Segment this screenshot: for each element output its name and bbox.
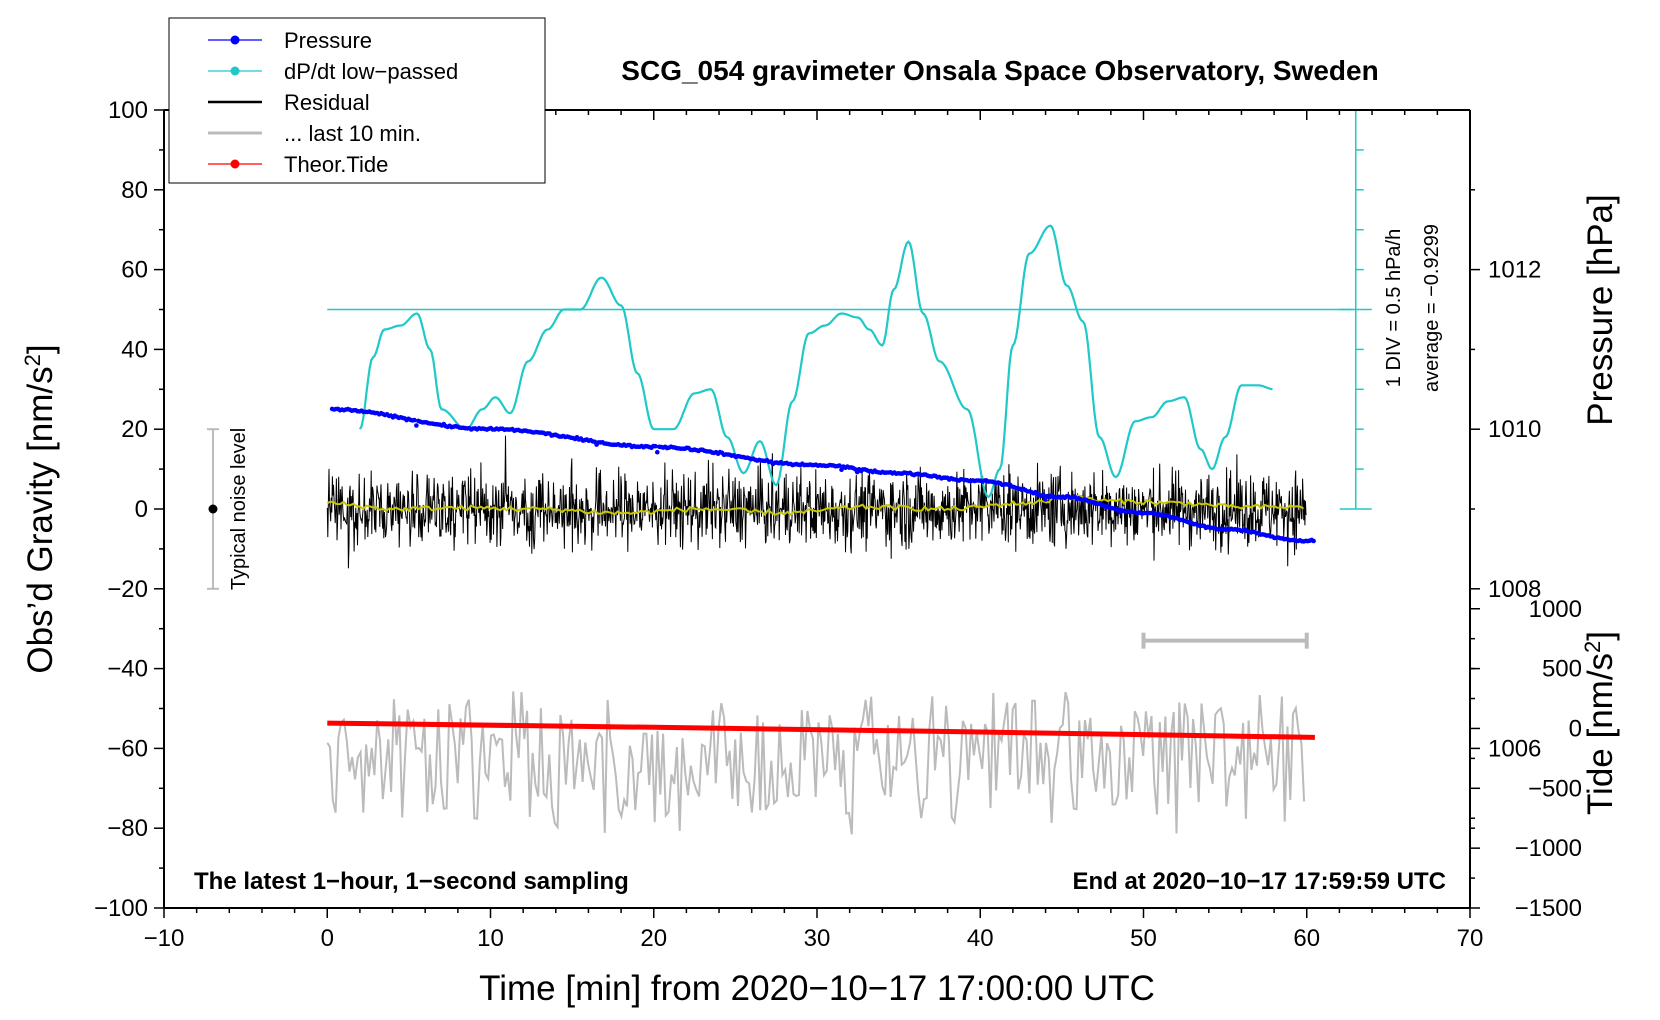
x-tick-label: −10: [144, 925, 185, 952]
y-axis-label-gravity: Obs’d Gravity [nm/s2]: [20, 344, 61, 673]
y-tick-label: −20: [107, 576, 148, 603]
legend: Pressure dP/dt low−passed Residual ... last…: [168, 17, 546, 184]
y-tick-label: −100: [94, 895, 148, 922]
y-tick-label: 0: [135, 496, 148, 523]
legend-item: Residual: [208, 90, 370, 115]
legend-label: Residual: [284, 90, 370, 115]
legend-item: dP/dt low−passed: [208, 59, 458, 84]
pressure-point: [1042, 497, 1048, 502]
pressure-tick-label: 1012: [1488, 257, 1541, 284]
legend-item: ... last 10 min.: [208, 121, 421, 146]
tide-series-line: [327, 720, 1315, 740]
y-tick-label: 80: [121, 177, 148, 204]
dpdt-series-line: [358, 224, 1273, 499]
tide-tick-label: −1500: [1515, 895, 1582, 922]
legend-items: Pressure dP/dt low−passed Residual ... last…: [208, 28, 458, 177]
y-axis-label-pressure: Pressure [hPa]: [1581, 194, 1620, 426]
pressure-point: [837, 463, 842, 468]
y-tick-label: 100: [108, 97, 148, 124]
pressure-point: [1311, 538, 1316, 544]
legend-label: dP/dt low−passed: [284, 59, 458, 84]
legend-swatch-marker: [230, 66, 240, 76]
x-tick-label: 60: [1293, 925, 1320, 952]
tide-tick-label: 500: [1542, 656, 1582, 683]
tide-tick-label: −1000: [1515, 835, 1582, 862]
last10-series-line: [326, 691, 1306, 835]
legend-swatch-marker: [230, 159, 240, 169]
legend-label: Theor.Tide: [284, 152, 388, 177]
legend-label: ... last 10 min.: [284, 121, 421, 146]
x-tick-label: 70: [1457, 925, 1484, 952]
y-tick-label: 40: [121, 336, 148, 363]
tide-tick-label: −500: [1528, 775, 1582, 802]
pressure-point: [655, 449, 660, 455]
pressure-point: [414, 423, 419, 428]
x-axis-label: Time [min] from 2020−10−17 17:00:00 UTC: [479, 969, 1155, 1008]
legend-swatch-marker: [230, 35, 240, 45]
pressure-tick-label: 1006: [1488, 735, 1541, 762]
note-end-time: End at 2020−10−17 17:59:59 UTC: [1072, 868, 1446, 895]
tide-tick-label: 0: [1569, 715, 1582, 742]
residual-smoothed-line: [326, 494, 1305, 517]
x-tick-label: 20: [640, 925, 667, 952]
legend-item: Theor.Tide: [208, 152, 388, 177]
y-tick-label: 20: [121, 416, 148, 443]
x-tick-label: 10: [477, 925, 504, 952]
x-tick-label: 50: [1130, 925, 1157, 952]
legend-box: [168, 17, 546, 184]
x-tick-label: 30: [804, 925, 831, 952]
pressure-series: [329, 406, 1316, 544]
y-tick-label: −40: [107, 656, 148, 683]
dpdt-average-label: average = −0.9299: [1421, 224, 1443, 392]
y-tick-label: 60: [121, 257, 148, 284]
pressure-tick-label: 1010: [1488, 416, 1541, 443]
pressure-tick-label: 1008: [1488, 576, 1541, 603]
pressure-point: [412, 417, 417, 423]
tide-tick-label: 1000: [1529, 596, 1582, 623]
pressure-point: [653, 443, 658, 449]
noise-bar-point: [208, 504, 218, 514]
y-tick-label: −60: [107, 735, 148, 762]
x-tick-label: 40: [967, 925, 994, 952]
dpdt-scale-label: 1 DIV = 0.5 hPa/h: [1383, 229, 1405, 387]
y-axis-label-tide: Tide [nm/s2]: [1580, 631, 1621, 815]
y-tick-label: −80: [107, 815, 148, 842]
pressure-point: [1041, 492, 1046, 498]
note-sampling: The latest 1−hour, 1−second sampling: [194, 868, 629, 895]
noise-level-label: Typical noise level: [228, 428, 250, 590]
x-tick-label: 0: [321, 925, 334, 952]
axis-layer: −10 0 10 20 30 40 50 60 70−100−80−60−40−20020406…: [94, 97, 1582, 952]
legend-item: Pressure: [208, 28, 372, 53]
legend-label: Pressure: [284, 28, 372, 53]
chart-title: SCG_054 gravimeter Onsala Space Observat…: [621, 55, 1378, 86]
